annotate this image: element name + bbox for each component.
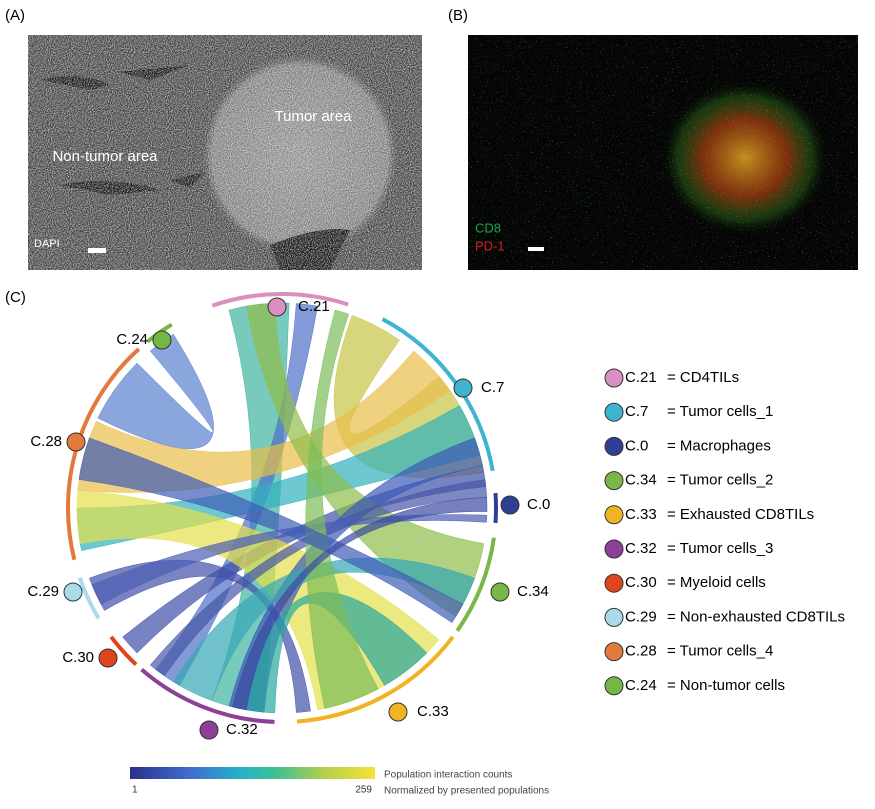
dapi-image bbox=[28, 35, 422, 270]
ribbon bbox=[89, 559, 311, 713]
node-marker bbox=[66, 432, 86, 452]
node-label: C.32 bbox=[226, 721, 258, 738]
annotation: Non-tumor area bbox=[52, 148, 158, 165]
stain-label: PD-1 bbox=[475, 238, 505, 253]
ihc-image bbox=[468, 35, 858, 270]
panel-label: (B) bbox=[448, 7, 468, 24]
node-marker bbox=[500, 495, 520, 515]
legend-description: = Tumor cells_4 bbox=[667, 643, 773, 660]
legend-id: C.24 bbox=[625, 677, 657, 694]
group-arc bbox=[211, 292, 349, 308]
legend-id: C.7 bbox=[625, 403, 648, 420]
ribbon bbox=[305, 309, 379, 709]
node-label: C.7 bbox=[481, 379, 504, 396]
chord-diagram: C.21 C.7 C.0 C.34 C.33 C.32 C.30 C.29 C.28 C.24 bbox=[27, 292, 550, 740]
legend-id: C.30 bbox=[625, 574, 657, 591]
ribbon bbox=[232, 497, 488, 711]
ribbon bbox=[78, 437, 464, 623]
node-marker bbox=[98, 648, 118, 668]
node-label: C.34 bbox=[517, 583, 549, 600]
panel-label: (A) bbox=[5, 7, 25, 24]
node-marker bbox=[199, 720, 219, 740]
legend-description: = Tumor cells_2 bbox=[667, 472, 773, 489]
legend-description: = Non-exhausted CD8TILs bbox=[667, 608, 845, 625]
legend-description: = Myeloid cells bbox=[667, 574, 766, 591]
legend-description: = Non-tumor cells bbox=[667, 677, 785, 694]
ribbon bbox=[97, 333, 214, 449]
panel-label: (C) bbox=[5, 289, 26, 306]
stain-label: CD8 bbox=[475, 220, 501, 235]
node-label: C.24 bbox=[116, 331, 148, 348]
node-label: C.33 bbox=[417, 703, 449, 720]
group-arc bbox=[77, 577, 101, 620]
legend-description: = Tumor cells_3 bbox=[667, 540, 773, 557]
node-marker bbox=[63, 582, 83, 602]
legend-id: C.32 bbox=[625, 540, 657, 557]
group-arc bbox=[140, 667, 275, 724]
legend-id: C.29 bbox=[625, 608, 657, 625]
node-marker bbox=[490, 582, 510, 602]
legend-marker bbox=[604, 676, 624, 696]
legend-marker bbox=[604, 642, 624, 662]
legend-marker bbox=[604, 402, 624, 422]
legend-marker bbox=[604, 471, 624, 491]
cell-speckles bbox=[468, 35, 858, 270]
group-arc bbox=[493, 492, 498, 524]
nuclei-texture bbox=[28, 35, 422, 270]
node-marker bbox=[453, 378, 473, 398]
legend-marker bbox=[604, 368, 624, 388]
legend-marker bbox=[604, 539, 624, 559]
legend-description: = CD4TILs bbox=[667, 369, 739, 386]
stain-label: DAPI bbox=[34, 238, 60, 250]
legend-id: C.33 bbox=[625, 506, 657, 523]
colorbar-title: Population interaction counts bbox=[384, 770, 512, 781]
legend-marker bbox=[604, 505, 624, 525]
legend-id: C.21 bbox=[625, 369, 657, 386]
legend: C.21 = CD4TILs C.7 = Tumor cells_1 C.0 = Macr… bbox=[604, 368, 845, 696]
node-label: C.21 bbox=[298, 298, 330, 315]
node-marker bbox=[388, 702, 408, 722]
node-marker bbox=[267, 297, 287, 317]
group-arc bbox=[381, 317, 495, 472]
node-label: C.28 bbox=[30, 433, 62, 450]
group-arc bbox=[109, 635, 138, 666]
legend-id: C.34 bbox=[625, 472, 657, 489]
legend-marker bbox=[604, 436, 624, 456]
legend-id: C.0 bbox=[625, 437, 648, 454]
colorbar bbox=[130, 767, 375, 779]
scale-bar bbox=[528, 247, 544, 251]
annotation: Tumor area bbox=[275, 108, 353, 125]
legend-marker bbox=[604, 573, 624, 593]
group-arc bbox=[296, 635, 455, 724]
colorbar-subtitle: Normalized by presented populations bbox=[384, 786, 549, 797]
legend-description: = Tumor cells_1 bbox=[667, 403, 773, 420]
scale-bar bbox=[88, 248, 106, 253]
colorbar-max: 259 bbox=[355, 785, 372, 796]
node-label: C.29 bbox=[27, 583, 59, 600]
legend-marker bbox=[604, 607, 624, 627]
legend-id: C.28 bbox=[625, 643, 657, 660]
ribbon bbox=[149, 479, 487, 677]
node-label: C.30 bbox=[62, 649, 94, 666]
node-label: C.0 bbox=[527, 496, 550, 513]
legend-description: = Exhausted CD8TILs bbox=[667, 506, 814, 523]
node-marker bbox=[152, 330, 172, 350]
legend-description: = Macrophages bbox=[667, 437, 771, 454]
group-arc bbox=[455, 537, 496, 632]
colorbar-min: 1 bbox=[132, 785, 138, 796]
